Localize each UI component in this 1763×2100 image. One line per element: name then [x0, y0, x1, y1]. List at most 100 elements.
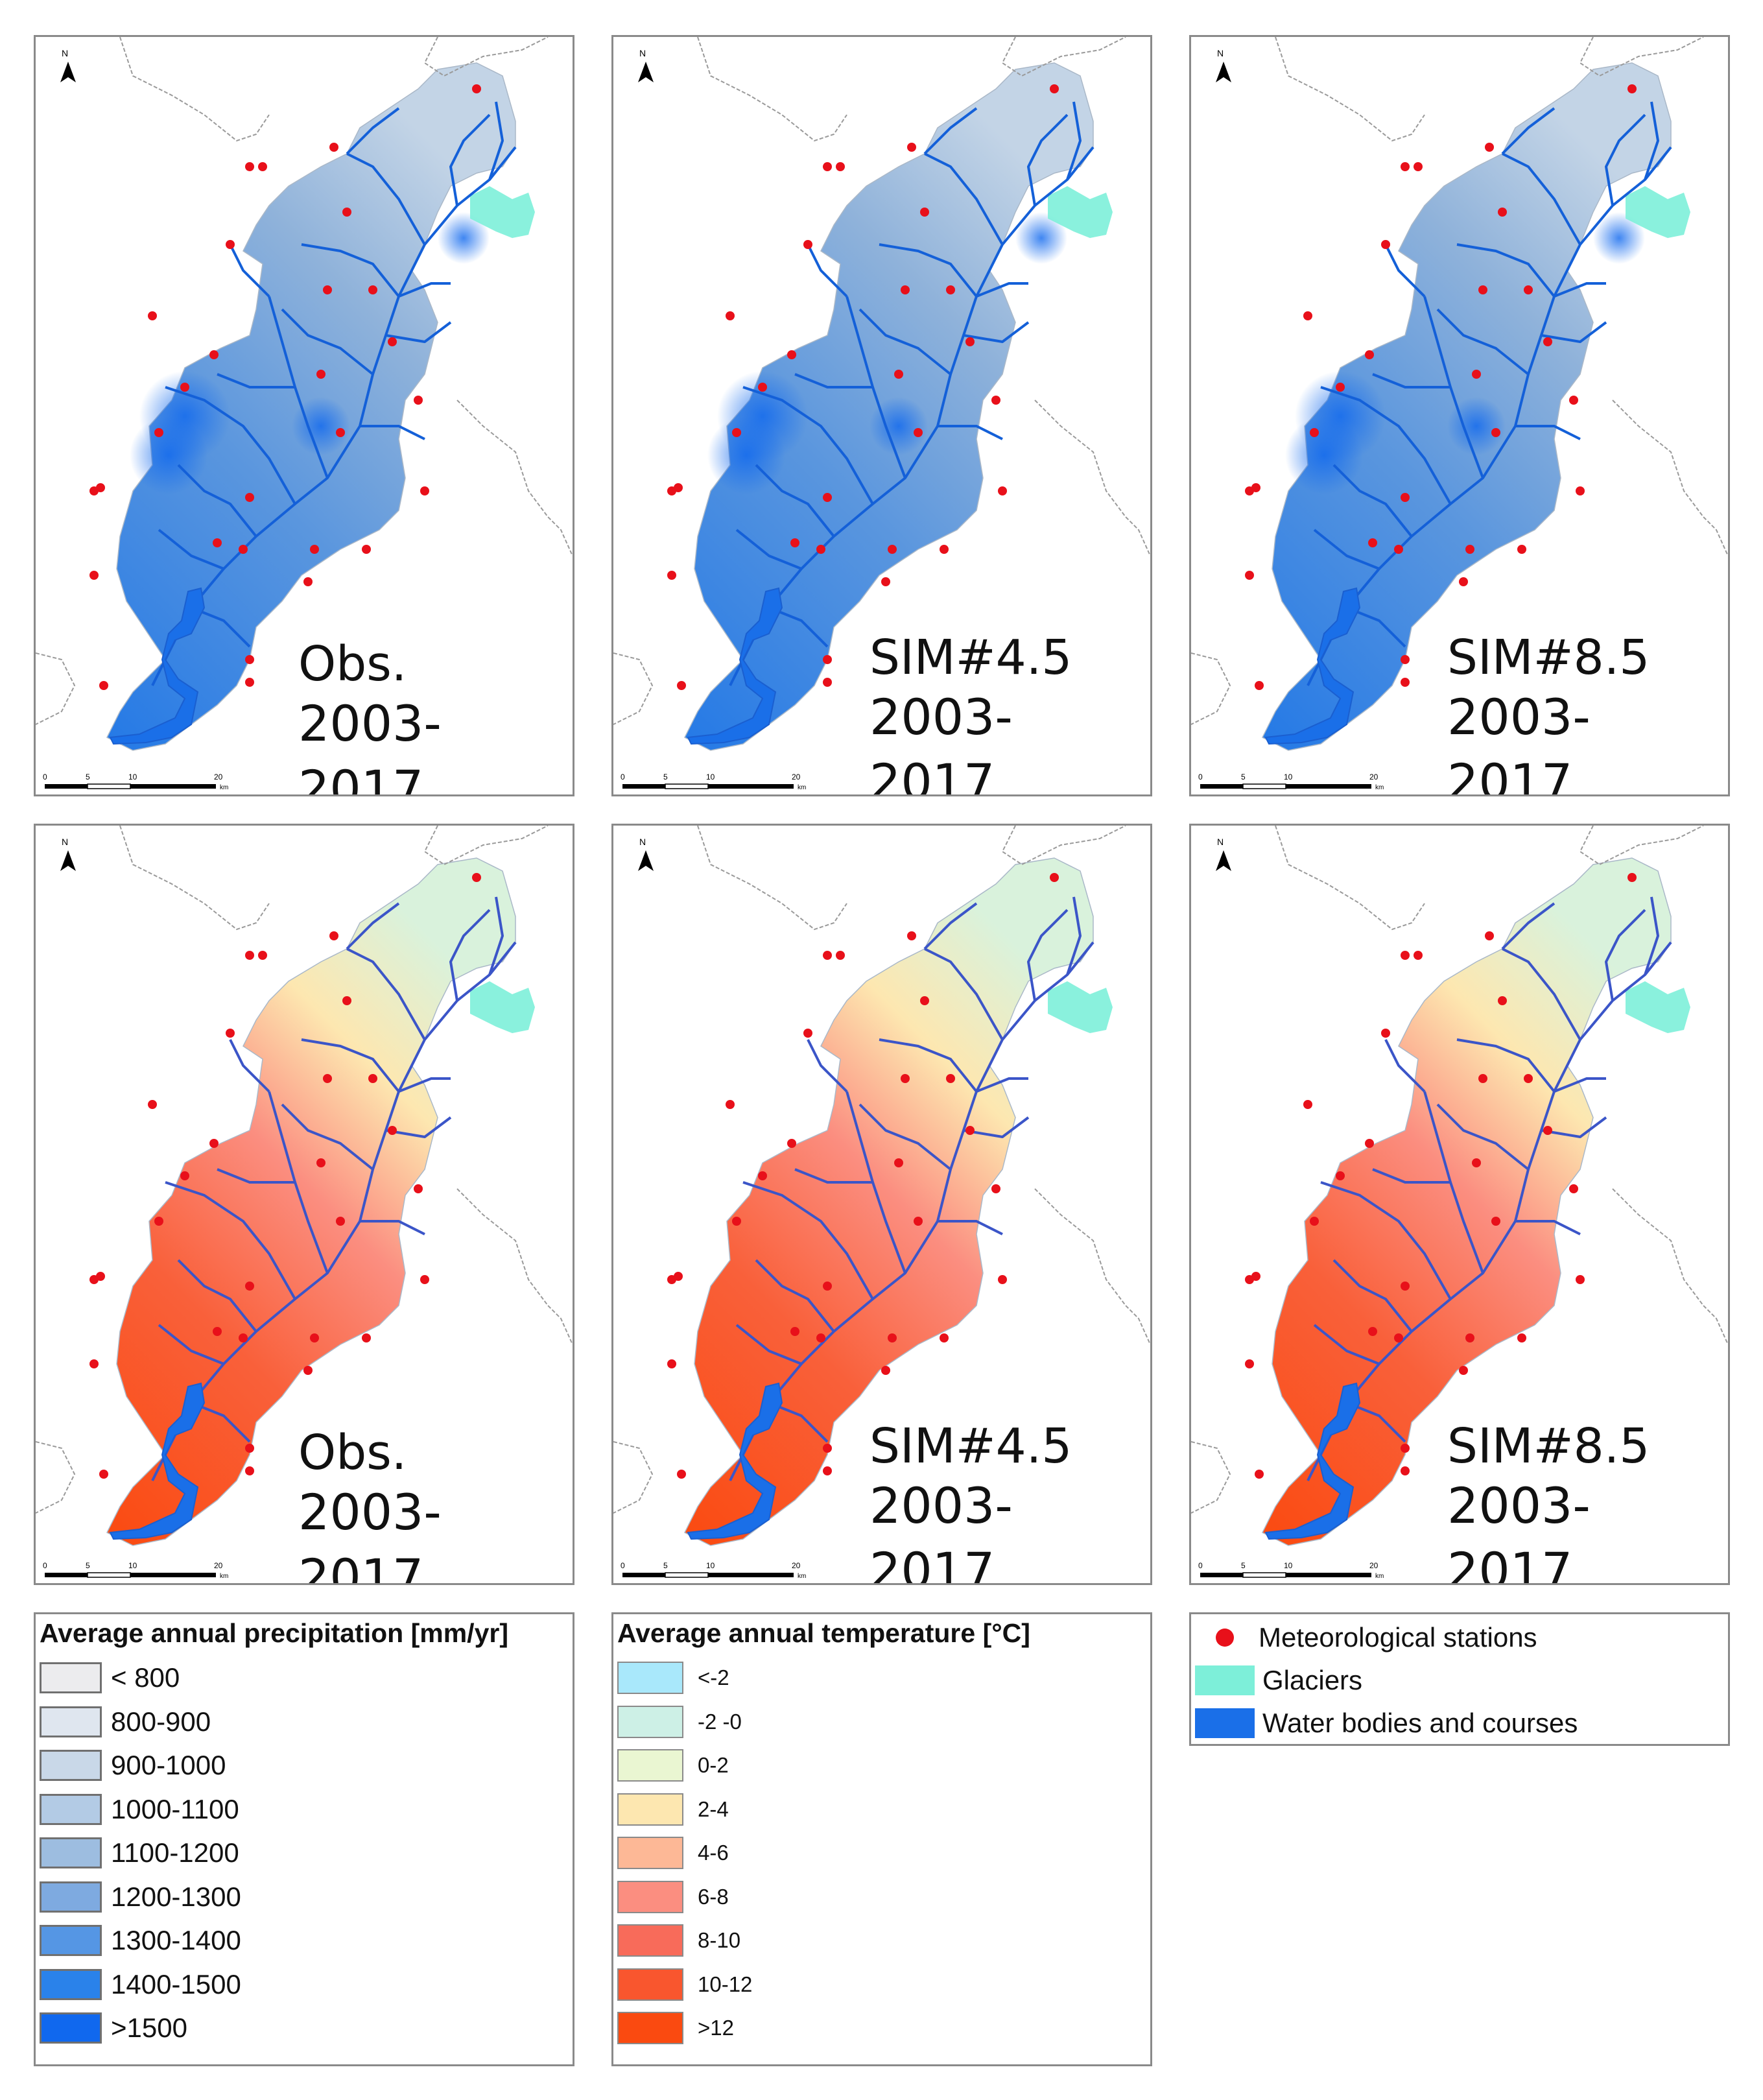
meteorological-station	[677, 1470, 686, 1479]
meteorological-station	[472, 873, 481, 882]
river	[1027, 909, 1069, 1001]
country-border	[36, 652, 76, 725]
meteorological-station	[836, 162, 845, 171]
river	[879, 243, 978, 298]
meteorological-station	[245, 1444, 254, 1453]
river	[449, 909, 491, 1001]
meteorological-station	[1303, 311, 1312, 320]
meteorological-station	[894, 1158, 903, 1167]
meteorological-station	[1245, 1359, 1254, 1368]
precip-hotspot	[1447, 397, 1506, 455]
svg-text:km: km	[220, 784, 228, 791]
meteorological-station	[1524, 1074, 1533, 1083]
meteorological-station	[1310, 428, 1319, 437]
meteorological-station	[1368, 1327, 1377, 1336]
meteorological-station	[940, 1333, 949, 1342]
river	[976, 1077, 1028, 1093]
meteorological-station	[726, 311, 735, 320]
meteorological-station	[787, 1139, 796, 1148]
legend-swatch	[617, 1880, 683, 1913]
legend-label: -2 -0	[698, 1709, 742, 1734]
meteorological-station	[245, 951, 254, 960]
glacier	[470, 981, 535, 1033]
legend-precip-class: >1500	[40, 2010, 187, 2046]
river	[385, 1116, 452, 1138]
meteorological-station	[1485, 931, 1494, 940]
meteorological-station	[213, 538, 222, 547]
river	[165, 1181, 296, 1300]
meteorological-station	[823, 493, 832, 502]
country-border	[1191, 652, 1231, 725]
river	[1515, 1220, 1581, 1235]
map-canvas: N 0 5 10 20 km	[1191, 37, 1728, 791]
meteorological-station	[362, 545, 371, 554]
river	[807, 244, 848, 298]
svg-text:km: km	[798, 1573, 806, 1580]
meteorological-station	[388, 337, 397, 346]
legend-temp-class: 2-4	[617, 1791, 729, 1828]
legend-swatch	[40, 1793, 102, 1825]
river	[1515, 425, 1581, 440]
meteorological-station	[1485, 143, 1494, 152]
meteorological-station	[1394, 545, 1403, 554]
river	[1384, 244, 1426, 298]
country-border	[456, 1188, 573, 1345]
meteorological-station	[96, 483, 105, 492]
meteorological-station	[674, 1272, 683, 1281]
svg-text:km: km	[1375, 1573, 1384, 1580]
legend-label: 800-900	[111, 1706, 211, 1737]
river	[1541, 1116, 1607, 1138]
meteorological-station	[1576, 1275, 1585, 1284]
precip-hotspot	[438, 212, 490, 264]
legend-swatch	[40, 1968, 102, 2000]
river	[1456, 243, 1556, 298]
legend-label: Water bodies and courses	[1262, 1708, 1578, 1738]
meteorological-station	[1050, 873, 1059, 882]
legend-swatch	[40, 2012, 102, 2044]
svg-text:0: 0	[621, 1561, 625, 1570]
legend-temp-class: 4-6	[617, 1835, 729, 1871]
meteorological-station	[1401, 655, 1410, 664]
meteorological-station	[245, 1466, 254, 1475]
meteorological-station	[667, 571, 676, 580]
meteorological-station	[226, 1029, 235, 1038]
legend-precip-class: 900-1000	[40, 1747, 226, 1784]
meteorological-station	[836, 951, 845, 960]
svg-text:0: 0	[621, 772, 625, 782]
river	[1554, 1077, 1606, 1093]
meteorological-station	[914, 1217, 923, 1226]
river	[281, 308, 374, 376]
meteorological-station	[245, 1282, 254, 1291]
river	[301, 1038, 400, 1093]
meteorological-station	[888, 545, 897, 554]
legend-precip-class: 1200-1300	[40, 1879, 241, 1915]
legend-label: 900-1000	[111, 1750, 226, 1780]
meteorological-station	[816, 545, 825, 554]
river	[1372, 373, 1450, 388]
legend-label: Meteorological stations	[1259, 1622, 1537, 1653]
river	[924, 152, 1004, 245]
meteorological-station	[245, 162, 254, 171]
meteorological-station	[1543, 337, 1552, 346]
meteorological-station	[316, 370, 325, 379]
legend-swatch	[617, 1924, 683, 1957]
meteorological-station	[368, 1074, 377, 1083]
river	[1320, 386, 1452, 505]
meteorological-station	[1401, 162, 1410, 171]
river	[1332, 1259, 1413, 1333]
svg-text:5: 5	[86, 772, 90, 782]
meteorological-station	[414, 1184, 423, 1193]
legend-label: >12	[698, 2016, 734, 2040]
river	[398, 1077, 451, 1093]
svg-text:0: 0	[1198, 1561, 1203, 1570]
legend-swatch	[40, 1837, 102, 1868]
river	[976, 282, 1028, 298]
country-border	[1034, 400, 1150, 556]
meteorological-station	[1401, 951, 1410, 960]
meteorological-station	[901, 1074, 910, 1083]
svg-text:10: 10	[1284, 1561, 1293, 1570]
meteorological-station	[1465, 1333, 1474, 1342]
scenario-label: SIM#4.5 2003-2017	[870, 630, 1132, 794]
meteorological-station	[907, 931, 916, 940]
river	[1372, 1168, 1450, 1184]
